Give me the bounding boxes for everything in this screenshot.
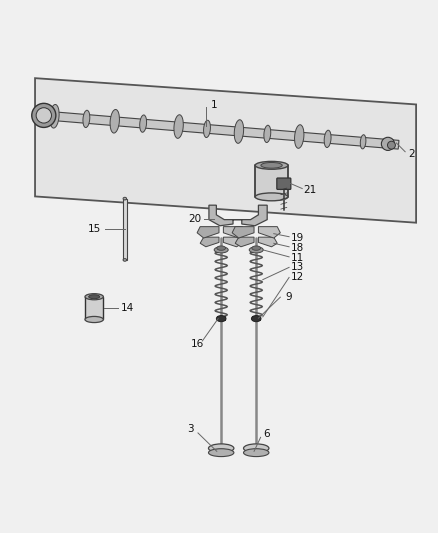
Ellipse shape	[324, 130, 331, 148]
Polygon shape	[232, 227, 254, 238]
Ellipse shape	[264, 125, 271, 142]
Polygon shape	[223, 227, 245, 238]
Ellipse shape	[244, 444, 269, 453]
Ellipse shape	[261, 163, 282, 168]
Text: 16: 16	[191, 340, 204, 350]
Polygon shape	[223, 237, 242, 247]
Ellipse shape	[216, 316, 226, 322]
Text: 13: 13	[290, 262, 304, 272]
Text: 12: 12	[290, 272, 304, 282]
Ellipse shape	[174, 115, 183, 139]
Bar	[123, 199, 127, 260]
Text: 18: 18	[290, 243, 304, 253]
Ellipse shape	[381, 138, 395, 150]
FancyBboxPatch shape	[277, 178, 291, 189]
Ellipse shape	[85, 317, 103, 322]
Ellipse shape	[50, 104, 59, 128]
Text: 11: 11	[290, 253, 304, 263]
Ellipse shape	[360, 135, 366, 149]
Ellipse shape	[234, 120, 244, 143]
Ellipse shape	[140, 115, 147, 132]
Text: 14: 14	[120, 303, 134, 313]
Polygon shape	[235, 237, 254, 247]
Ellipse shape	[123, 197, 127, 200]
Text: 15: 15	[88, 224, 101, 235]
Ellipse shape	[88, 295, 100, 298]
Text: 20: 20	[188, 214, 201, 224]
Polygon shape	[35, 78, 416, 223]
Ellipse shape	[208, 449, 234, 457]
Text: 3: 3	[187, 424, 194, 434]
Polygon shape	[258, 237, 277, 247]
Bar	[85, 297, 103, 319]
Ellipse shape	[251, 316, 261, 322]
Ellipse shape	[214, 247, 228, 253]
Ellipse shape	[110, 109, 120, 133]
Ellipse shape	[32, 103, 56, 127]
Text: 9: 9	[285, 292, 292, 302]
Ellipse shape	[244, 449, 269, 457]
Text: 19: 19	[290, 233, 304, 243]
Bar	[217, 316, 226, 321]
Ellipse shape	[249, 247, 263, 253]
Ellipse shape	[85, 294, 103, 300]
Ellipse shape	[123, 259, 127, 261]
Text: 2: 2	[408, 149, 415, 159]
Polygon shape	[200, 237, 219, 247]
Text: 6: 6	[263, 429, 270, 439]
Text: 21: 21	[304, 185, 317, 195]
Bar	[252, 316, 261, 321]
Ellipse shape	[255, 193, 288, 201]
Polygon shape	[43, 111, 399, 149]
Ellipse shape	[252, 246, 261, 251]
Ellipse shape	[255, 161, 288, 169]
Ellipse shape	[204, 120, 210, 138]
Bar	[255, 165, 288, 197]
Text: 1: 1	[211, 100, 218, 110]
Ellipse shape	[36, 108, 52, 123]
Ellipse shape	[388, 141, 396, 149]
Ellipse shape	[208, 444, 234, 453]
Ellipse shape	[295, 125, 304, 148]
Polygon shape	[258, 227, 280, 238]
Ellipse shape	[83, 110, 90, 127]
Ellipse shape	[217, 246, 226, 251]
Polygon shape	[197, 227, 219, 238]
Polygon shape	[209, 205, 267, 226]
